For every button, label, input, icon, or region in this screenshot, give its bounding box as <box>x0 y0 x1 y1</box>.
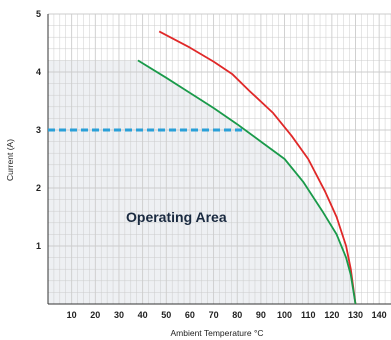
x-tick-label: 120 <box>324 310 339 320</box>
x-tick-label: 40 <box>138 310 148 320</box>
x-tick-label: 70 <box>209 310 219 320</box>
x-tick-label: 90 <box>256 310 266 320</box>
y-tick-label: 1 <box>36 241 41 251</box>
y-tick-label: 3 <box>36 125 41 135</box>
y-axis-title: Current (A) <box>5 139 15 181</box>
x-axis-title: Ambient Temperature °C <box>170 328 263 338</box>
x-tick-label: 30 <box>114 310 124 320</box>
x-tick-label: 80 <box>232 310 242 320</box>
series-layer <box>48 30 357 305</box>
x-tick-label: 60 <box>185 310 195 320</box>
x-tick-label: 130 <box>348 310 363 320</box>
x-tick-label: 100 <box>277 310 292 320</box>
y-tick-label: 4 <box>36 67 41 77</box>
x-tick-label: 140 <box>372 310 387 320</box>
y-tick-label: 2 <box>36 183 41 193</box>
operating-area-label: Operating Area <box>126 209 227 225</box>
y-tick-label: 5 <box>36 9 41 19</box>
axis-layer: 10 20 30 40 50 60 70 80 90 100 110 120 130 140 1 2 3 4 5 <box>36 9 391 320</box>
label-layer: Operating Area Ambient Temperature °C Cu… <box>5 139 264 338</box>
x-tick-label: 50 <box>161 310 171 320</box>
red-derating-curve <box>158 30 357 305</box>
x-tick-label: 20 <box>90 310 100 320</box>
x-tick-label: 110 <box>301 310 316 320</box>
x-tick-label: 10 <box>67 310 77 320</box>
green-derating-curve <box>137 59 357 305</box>
